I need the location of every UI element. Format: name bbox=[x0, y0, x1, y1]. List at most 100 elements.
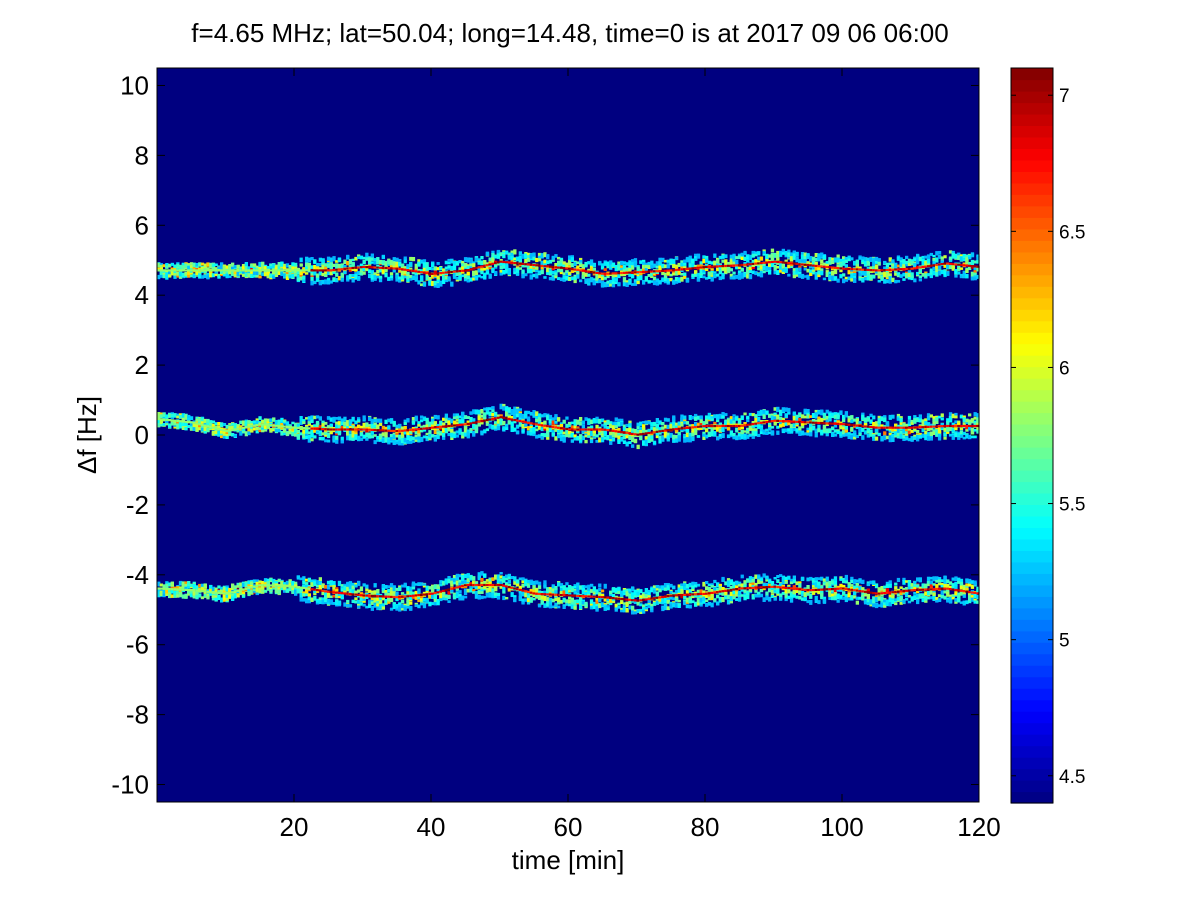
heat-cell-middle bbox=[600, 430, 605, 435]
trace-core-middle bbox=[896, 426, 901, 429]
heat-cell-middle bbox=[844, 427, 848, 433]
heat-cell-upper bbox=[491, 253, 495, 258]
trace-core-middle bbox=[433, 426, 437, 429]
heat-cell-upper bbox=[266, 266, 270, 270]
heat-cell-upper bbox=[729, 254, 733, 259]
trace-core-middle bbox=[672, 428, 676, 431]
trace-core-middle bbox=[450, 424, 454, 427]
heat-cell-middle bbox=[855, 421, 859, 426]
trace-core-lower bbox=[214, 591, 218, 594]
heat-cell-upper bbox=[368, 261, 372, 265]
heat-cell-upper bbox=[422, 266, 427, 272]
heat-cell-upper bbox=[806, 268, 810, 273]
heat-cell-upper bbox=[937, 251, 942, 255]
heat-cell-middle bbox=[442, 417, 446, 421]
heat-cell-middle bbox=[463, 415, 468, 419]
heat-cell-upper bbox=[924, 271, 928, 275]
heat-cell-middle bbox=[258, 416, 262, 420]
heat-cell-upper bbox=[877, 258, 881, 263]
trace-core-upper bbox=[844, 267, 848, 270]
trace-core-middle bbox=[806, 421, 810, 424]
heat-cell-upper bbox=[502, 264, 506, 269]
heat-cell-lower bbox=[176, 594, 180, 598]
heat-cell-upper bbox=[318, 267, 322, 271]
trace-core-upper bbox=[587, 270, 591, 273]
heat-cell-upper bbox=[970, 275, 975, 281]
heat-cell-upper bbox=[496, 262, 501, 266]
chart-title: f=4.65 MHz; lat=50.04; long=14.48, time=… bbox=[191, 18, 949, 48]
heat-cell-upper bbox=[513, 270, 517, 275]
trace-core-middle bbox=[874, 426, 879, 429]
heat-cell-middle bbox=[214, 425, 218, 429]
heat-cell-middle bbox=[568, 421, 572, 425]
heat-cell-middle bbox=[754, 414, 758, 418]
heat-cell-upper bbox=[187, 264, 191, 268]
heat-cell-middle bbox=[540, 433, 544, 437]
heat-cell-middle bbox=[587, 420, 591, 425]
heat-cell-upper bbox=[469, 258, 473, 264]
heat-cell-middle bbox=[315, 415, 320, 419]
trace-core-upper bbox=[562, 267, 566, 270]
heat-cell-middle bbox=[672, 425, 676, 429]
heat-cell-middle bbox=[770, 430, 775, 436]
trace-core-middle bbox=[800, 421, 805, 424]
heat-cell-upper bbox=[631, 262, 635, 265]
heat-cell-middle bbox=[546, 426, 550, 431]
heat-cell-middle bbox=[491, 409, 495, 413]
heat-cell-upper bbox=[976, 274, 980, 279]
heat-cell-middle bbox=[502, 420, 506, 426]
heat-cell-upper bbox=[759, 266, 764, 271]
trace-core-upper bbox=[568, 267, 572, 270]
heat-cell-upper bbox=[946, 264, 950, 270]
trace-core-middle bbox=[466, 422, 470, 425]
heat-cell-middle bbox=[378, 418, 383, 423]
heat-cell-middle bbox=[600, 424, 605, 427]
heat-cell-middle bbox=[554, 414, 558, 420]
heat-cell-middle bbox=[548, 418, 553, 424]
trace-core-middle bbox=[206, 425, 210, 428]
trace-core-upper bbox=[910, 267, 914, 270]
heat-cell-upper bbox=[568, 255, 572, 259]
trace-core-upper bbox=[820, 265, 824, 268]
heat-cell-middle bbox=[302, 433, 306, 438]
heat-cell-upper bbox=[337, 276, 342, 281]
heat-cell-upper bbox=[389, 272, 394, 276]
heat-cell-upper bbox=[559, 259, 564, 265]
heat-cell-middle bbox=[663, 424, 668, 429]
heat-cell-middle bbox=[866, 433, 870, 438]
heat-cell-upper bbox=[792, 253, 796, 259]
heat-cell-upper bbox=[800, 273, 805, 279]
heat-cell-middle bbox=[326, 429, 331, 433]
heat-cell-middle bbox=[652, 421, 657, 426]
heat-cell-upper bbox=[781, 248, 785, 253]
trace-core-middle bbox=[644, 432, 648, 435]
heat-cell-upper bbox=[206, 262, 210, 267]
trace-core-middle bbox=[937, 425, 942, 428]
heat-cell-upper bbox=[792, 250, 796, 255]
heat-cell-upper bbox=[962, 270, 966, 275]
heat-cell-middle bbox=[307, 431, 311, 435]
heat-cell-middle bbox=[716, 415, 720, 420]
heat-cell-upper bbox=[491, 268, 495, 274]
heat-cell-upper bbox=[411, 269, 416, 275]
heat-cell-upper bbox=[814, 271, 818, 276]
heat-cell-middle bbox=[551, 432, 555, 436]
heat-cell-middle bbox=[526, 426, 531, 431]
heat-cell-upper bbox=[332, 278, 336, 282]
heat-cell-upper bbox=[842, 273, 846, 277]
trace-core-middle bbox=[214, 427, 218, 430]
heat-cell-middle bbox=[743, 412, 747, 416]
heat-cell-middle bbox=[946, 429, 950, 432]
heat-cell-upper bbox=[228, 275, 232, 278]
trace-core-middle bbox=[946, 424, 950, 428]
trace-core-middle bbox=[261, 423, 265, 426]
heat-cell-upper bbox=[263, 266, 268, 270]
heat-cell-upper bbox=[729, 259, 733, 265]
heat-cell-middle bbox=[907, 422, 912, 426]
heat-cell-upper bbox=[392, 269, 396, 273]
heat-cell-upper bbox=[721, 259, 725, 263]
heat-cell-lower bbox=[200, 583, 205, 587]
heat-cell-lower bbox=[209, 588, 213, 592]
heat-cell-middle bbox=[559, 436, 564, 442]
trace-core-middle bbox=[431, 426, 435, 429]
